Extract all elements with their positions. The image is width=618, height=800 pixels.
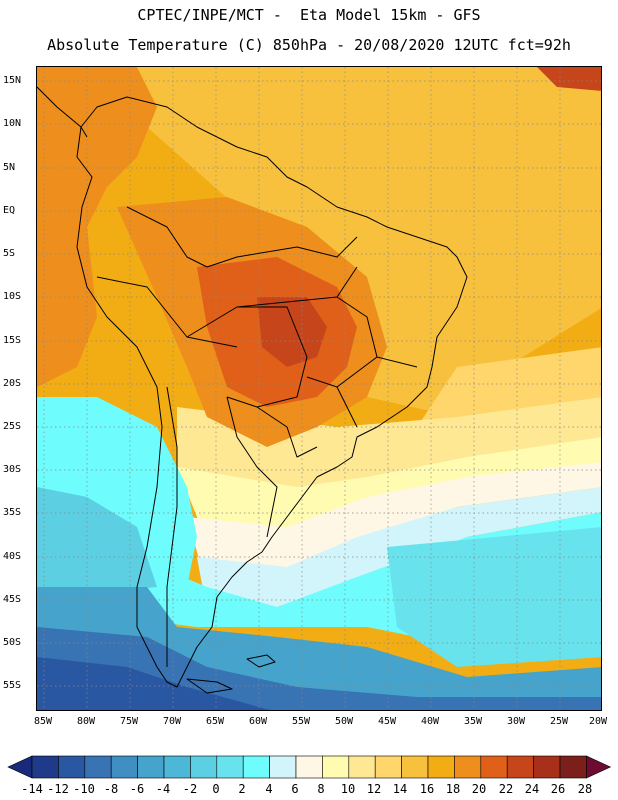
colorbar-swatch xyxy=(559,755,587,779)
band-yellow-atlantic xyxy=(137,67,601,417)
border-colombia xyxy=(126,206,208,268)
colorbar-label: 16 xyxy=(419,782,435,796)
border-argentina xyxy=(226,396,278,538)
lat-label-20s: 20S xyxy=(3,378,22,389)
colorbar-label: 10 xyxy=(340,782,356,796)
central-america-coast xyxy=(37,86,88,138)
tierra-del-fuego xyxy=(186,678,233,694)
colorbar-label: 26 xyxy=(550,782,566,796)
lat-label-5s: 5S xyxy=(3,248,16,259)
colorbar-label: 28 xyxy=(577,782,593,796)
colorbar-swatch xyxy=(84,755,112,779)
colorbar-label: 20 xyxy=(471,782,487,796)
band-mid-cyan-east xyxy=(387,527,601,667)
colorbar-label: 22 xyxy=(498,782,514,796)
colorbar-swatch xyxy=(322,755,350,779)
colorbar-label: -12 xyxy=(47,782,69,796)
coastlines-borders xyxy=(37,86,468,694)
colorbar-label: 24 xyxy=(524,782,540,796)
lon-label-75w: 75W xyxy=(119,716,139,727)
lon-label-20w: 20W xyxy=(588,716,608,727)
lat-label-45s: 45S xyxy=(3,594,22,605)
colorbar-swatch xyxy=(295,755,323,779)
band-blue-3 xyxy=(37,657,270,710)
colorbar-label: -10 xyxy=(73,782,95,796)
lat-label-55s: 55S xyxy=(3,680,22,691)
temperature-map xyxy=(36,66,602,711)
lon-label-40w: 40W xyxy=(420,716,440,727)
colorbar-swatch xyxy=(216,755,244,779)
colorbar-over-arrow xyxy=(586,755,612,779)
lon-label-45w: 45W xyxy=(377,716,397,727)
border-brazil-west xyxy=(206,236,358,268)
lat-label-30s: 30S xyxy=(3,464,22,475)
lat-label-15s: 15S xyxy=(3,335,22,346)
lon-label-55w: 55W xyxy=(291,716,311,727)
colorbar-swatch xyxy=(242,755,270,779)
lon-label-35w: 35W xyxy=(463,716,483,727)
colorbar-label: 14 xyxy=(392,782,408,796)
lon-label-80w: 80W xyxy=(76,716,96,727)
south-america-coastline xyxy=(76,96,468,688)
colorbar-swatch xyxy=(163,755,191,779)
lon-label-70w: 70W xyxy=(162,716,182,727)
colorbar-swatch xyxy=(480,755,508,779)
colorbar-swatch xyxy=(506,755,534,779)
lat-label-5n: 5N xyxy=(3,162,16,173)
colorbar-swatch xyxy=(427,755,455,779)
colorbar-label: 2 xyxy=(238,782,246,796)
band-orange-north xyxy=(37,67,157,387)
colorbar-label: -2 xyxy=(182,782,198,796)
colorbar-label: -6 xyxy=(129,782,145,796)
lon-label-30w: 30W xyxy=(506,716,526,727)
lon-label-60w: 60W xyxy=(248,716,268,727)
lon-label-85w: 85W xyxy=(33,716,53,727)
lat-label-35s: 35S xyxy=(3,507,22,518)
colorbar-under-arrow xyxy=(7,755,33,779)
border-chile xyxy=(166,386,178,667)
colorbar-label: 8 xyxy=(317,782,325,796)
colorbar-swatch xyxy=(58,755,86,779)
temperature-field xyxy=(37,67,601,710)
colorbar-swatch xyxy=(533,755,561,779)
border-peru xyxy=(96,276,238,348)
colorbar-label: -8 xyxy=(103,782,119,796)
colorbar-label: 18 xyxy=(445,782,461,796)
band-hot-corner xyxy=(537,67,601,91)
temperature-colorbar xyxy=(7,755,612,779)
colorbar-swatch xyxy=(269,755,297,779)
colorbar-swatch xyxy=(110,755,138,779)
colorbar-label: 6 xyxy=(291,782,299,796)
falkland-islands xyxy=(246,654,276,668)
lat-label-10s: 10S xyxy=(3,291,22,302)
colorbar-swatch xyxy=(348,755,376,779)
border-paraguay xyxy=(256,406,318,458)
lat-label-eq: EQ xyxy=(3,205,16,216)
map-title-line2: Absolute Temperature (C) 850hPa - 20/08/… xyxy=(47,36,571,54)
colorbar-swatch xyxy=(31,755,59,779)
colorbar-swatch xyxy=(374,755,402,779)
lon-label-65w: 65W xyxy=(205,716,225,727)
colorbar-label: 0 xyxy=(212,782,220,796)
colorbar-label: -14 xyxy=(21,782,43,796)
lat-label-15n: 15N xyxy=(3,75,22,86)
colorbar-swatch xyxy=(190,755,218,779)
lat-label-25s: 25S xyxy=(3,421,22,432)
band-hottest-core xyxy=(257,297,327,367)
colorbar-swatch xyxy=(401,755,429,779)
lat-label-10n: 10N xyxy=(3,118,22,129)
colorbar-swatch xyxy=(137,755,165,779)
lon-label-25w: 25W xyxy=(549,716,569,727)
lat-label-40s: 40S xyxy=(3,551,22,562)
colorbar-label: -4 xyxy=(155,782,171,796)
band-mid-cyan xyxy=(37,487,157,597)
map-title-line1: CPTEC/INPE/MCT - Eta Model 15km - GFS xyxy=(137,6,481,24)
lat-label-50s: 50S xyxy=(3,637,22,648)
colorbar-label: 12 xyxy=(366,782,382,796)
lon-label-50w: 50W xyxy=(334,716,354,727)
colorbar-label: 4 xyxy=(265,782,273,796)
border-brazil-states xyxy=(236,266,418,428)
colorbar-swatch xyxy=(454,755,482,779)
